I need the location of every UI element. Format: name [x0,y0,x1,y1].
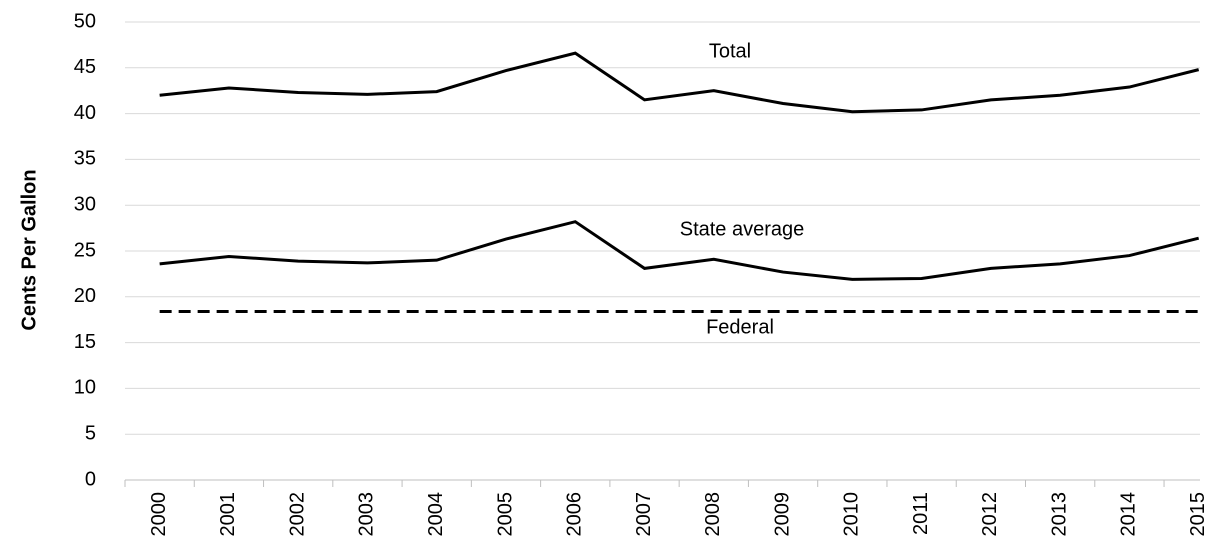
x-tick-label: 2005 [494,492,516,537]
series-line [159,51,1200,114]
x-tick-label: 2009 [771,492,793,537]
x-tick-label: 2014 [1118,492,1140,537]
series-line [159,220,1200,281]
y-tick-label: 5 [85,422,96,444]
x-tick-label: 2010 [841,492,863,537]
x-tick-label: 2004 [425,492,447,537]
x-tick-label: 2011 [910,492,932,535]
series-label: Federal [706,316,774,338]
x-tick-label: 2002 [286,492,308,537]
y-tick-label: 20 [74,285,96,307]
y-tick-label: 0 [85,468,96,490]
series-label: State average [680,218,805,240]
x-tick-label: 2015 [1187,492,1209,537]
x-tick-label: 2008 [702,492,724,537]
y-tick-label: 30 [74,193,96,215]
x-tick-label: 2003 [356,492,378,537]
y-tick-label: 45 [74,56,96,78]
y-axis-label: Cents Per Gallon [18,169,40,330]
y-tick-label: 50 [74,10,96,32]
y-tick-label: 10 [74,377,96,399]
y-tick-label: 15 [74,331,96,353]
x-tick-label: 2012 [979,492,1001,537]
x-tick-label: 2013 [1048,492,1070,537]
x-tick-label: 2007 [633,492,655,537]
y-tick-label: 35 [74,148,96,170]
y-tick-label: 40 [74,102,96,124]
x-tick-label: 2001 [217,492,239,537]
series-label: Total [709,40,751,62]
x-tick-label: 2006 [564,492,586,537]
y-tick-label: 25 [74,239,96,261]
x-tick-label: 2000 [148,492,170,537]
